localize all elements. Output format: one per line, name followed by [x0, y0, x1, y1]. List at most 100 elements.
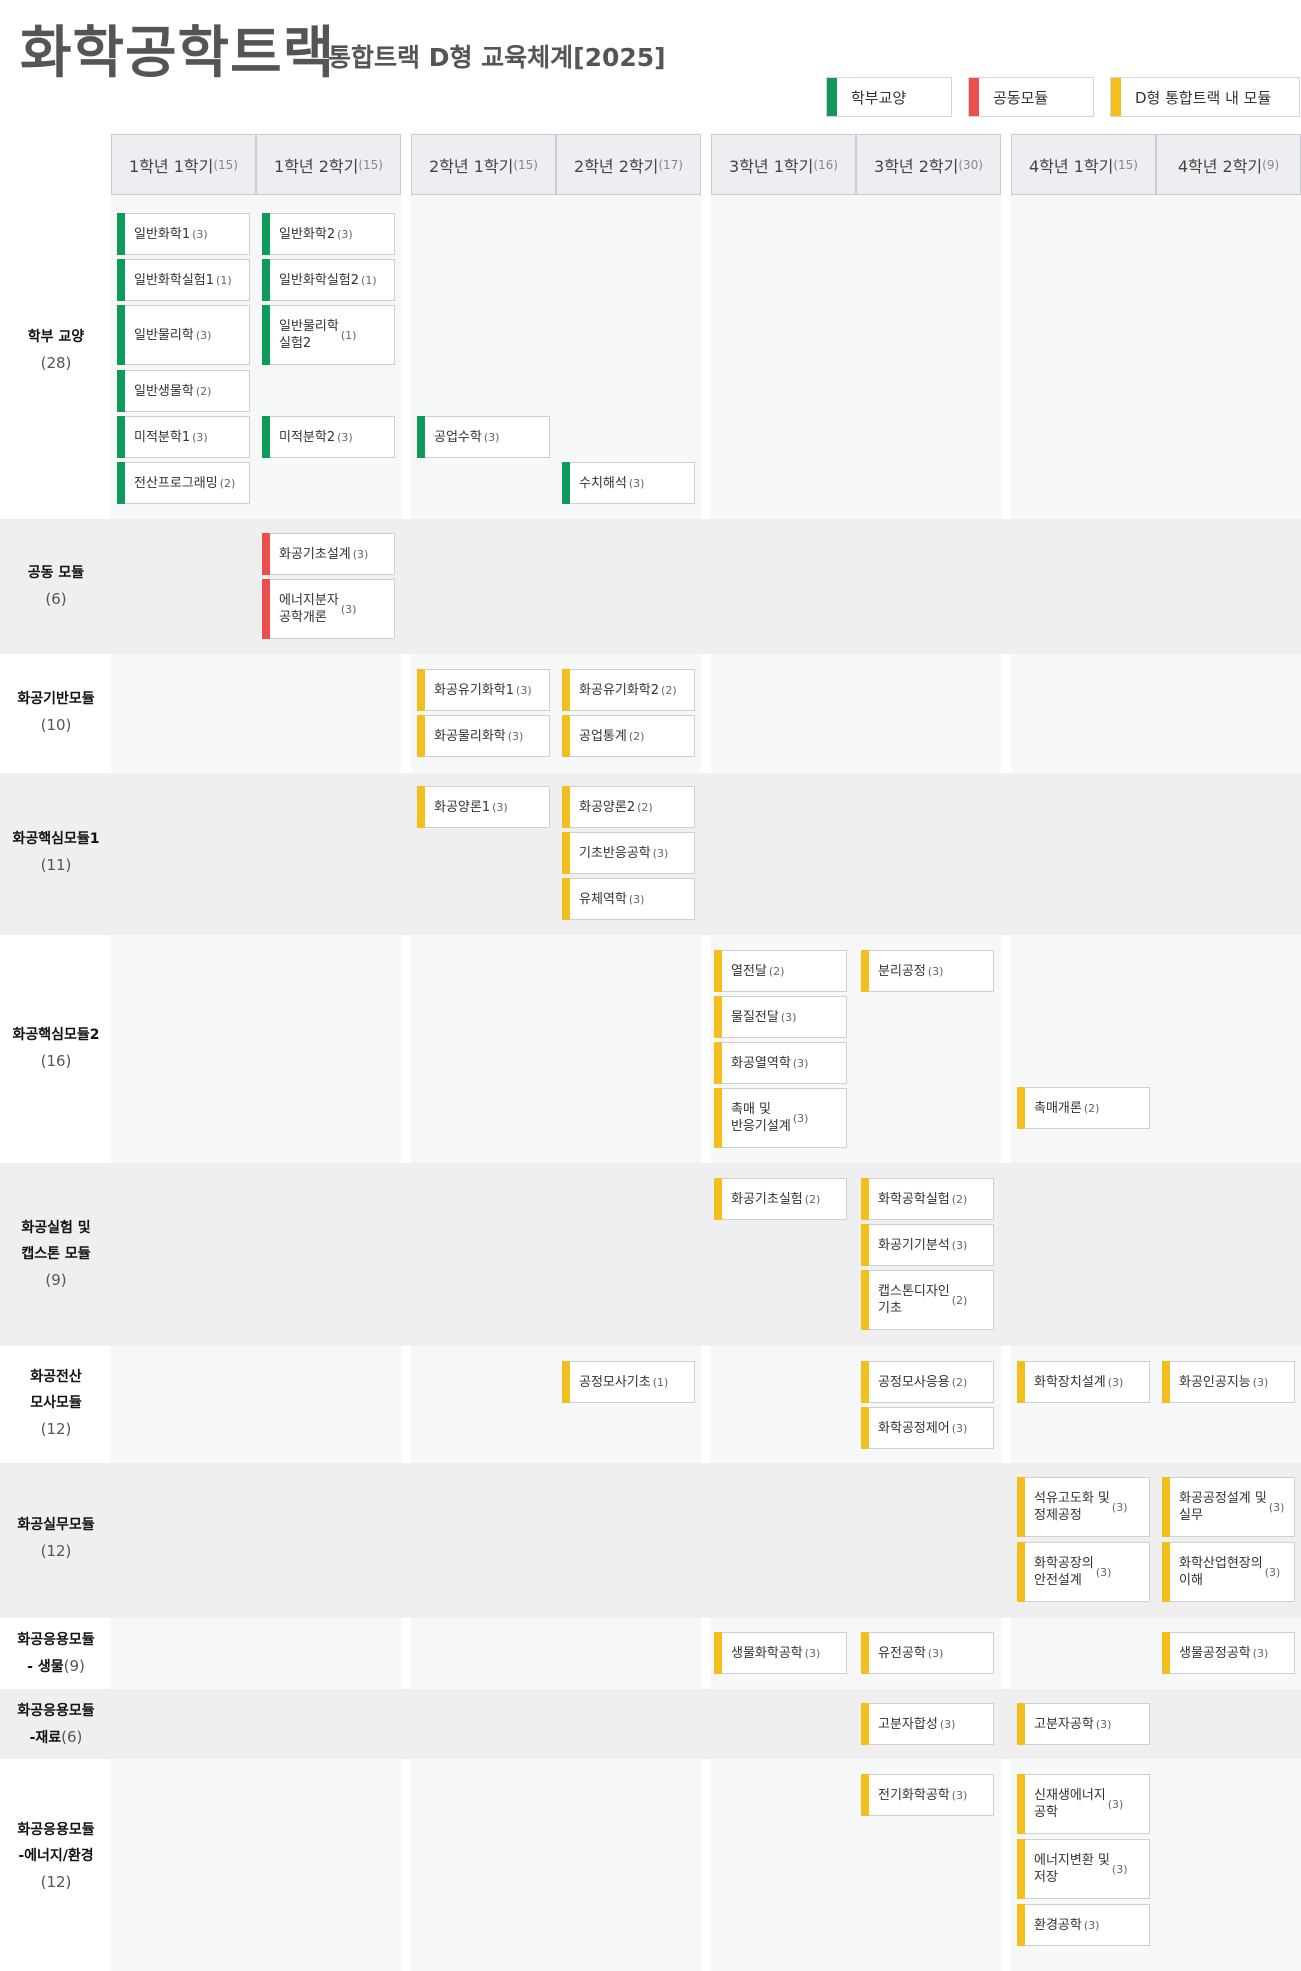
- semester-label: 1학년 2학기: [274, 156, 359, 176]
- course-name: 유전공학: [878, 1645, 926, 1661]
- course-name: 에너지분자 공학개론: [279, 593, 339, 625]
- course-card[interactable]: 전산프로그래밍 (2): [117, 462, 250, 504]
- course-credit: (3): [927, 1646, 944, 1660]
- course-card[interactable]: 화공기초실험 (2): [714, 1178, 847, 1220]
- course-card[interactable]: 공업수학 (3): [417, 416, 550, 458]
- course-card[interactable]: 미적분학1 (3): [117, 416, 250, 458]
- semester-credits: (30): [958, 157, 983, 172]
- course-card[interactable]: 일반화학2 (3): [262, 213, 395, 255]
- course-card[interactable]: 일반물리학 실험2 (1): [262, 305, 395, 365]
- course-card[interactable]: 석유고도화 및 정제공정 (3): [1017, 1477, 1150, 1537]
- course-card[interactable]: 공정모사응용 (2): [861, 1361, 994, 1403]
- course-card[interactable]: 기초반응공학 (3): [562, 832, 695, 874]
- legend-common-module: 공동모듈: [968, 77, 1094, 117]
- course-card[interactable]: 촉매 및 반응기설계 (3): [714, 1088, 847, 1148]
- course-card[interactable]: 미적분학2 (3): [262, 416, 395, 458]
- course-name: 열전달: [731, 963, 767, 979]
- course-color-bar: [117, 259, 125, 301]
- course-card[interactable]: 전기화학공학 (3): [861, 1774, 994, 1816]
- course-credit: (3): [195, 328, 212, 342]
- course-credit: (1): [361, 273, 377, 287]
- course-credit: (3): [507, 729, 524, 743]
- course-card[interactable]: 유전공학 (3): [861, 1632, 994, 1674]
- legend-track-module: D형 통합트랙 내 모듈: [1110, 77, 1300, 117]
- course-card[interactable]: 일반물리학 (3): [117, 305, 250, 365]
- course-card[interactable]: 화공유기화학2 (2): [562, 669, 695, 711]
- course-card[interactable]: 에너지분자 공학개론 (3): [262, 579, 395, 639]
- course-name: 화공기초설계: [279, 546, 351, 562]
- course-card[interactable]: 유체역학 (3): [562, 878, 695, 920]
- course-credit: (2): [628, 729, 645, 743]
- course-card[interactable]: 분리공정 (3): [861, 950, 994, 992]
- legend-label: 학부교양: [851, 88, 907, 107]
- course-card[interactable]: 공정모사기초 (1): [562, 1361, 695, 1403]
- semester-header-4-1: 4학년 1학기 (15): [1011, 134, 1156, 195]
- course-card[interactable]: 일반화학실험2 (1): [262, 259, 395, 301]
- course-color-bar: [562, 878, 570, 920]
- course-card[interactable]: 일반생물학 (2): [117, 370, 250, 412]
- course-card[interactable]: 수치해석 (3): [562, 462, 695, 504]
- course-card[interactable]: 화학공학실험 (2): [861, 1178, 994, 1220]
- course-card[interactable]: 화공인공지능 (3): [1162, 1361, 1295, 1403]
- course-card[interactable]: 환경공학 (3): [1017, 1904, 1150, 1946]
- course-name: 분리공정: [878, 963, 926, 979]
- course-color-bar: [1017, 1087, 1025, 1129]
- course-credit: (1): [340, 328, 357, 342]
- course-card[interactable]: 일반화학실험1 (1): [117, 259, 250, 301]
- course-card[interactable]: 물질전달 (3): [714, 996, 847, 1038]
- course-card[interactable]: 화학산업현장의 이해 (3): [1162, 1542, 1295, 1602]
- course-card[interactable]: 화공양론1 (3): [417, 786, 550, 828]
- row-name: 화공전산 모사모듈: [30, 1369, 82, 1411]
- legend-color-swatch: [969, 78, 979, 116]
- course-card[interactable]: 화공기기분석 (3): [861, 1224, 994, 1266]
- course-card[interactable]: 신재생에너지 공학 (3): [1017, 1774, 1150, 1834]
- course-card[interactable]: 화학장치설계 (3): [1017, 1361, 1150, 1403]
- course-card[interactable]: 화공기초설계 (3): [262, 533, 395, 575]
- course-card[interactable]: 열전달 (2): [714, 950, 847, 992]
- semester-label: 4학년 1학기: [1029, 156, 1114, 176]
- course-credit: (1): [652, 1375, 669, 1389]
- row-credit: (28): [40, 354, 72, 372]
- course-credit: (3): [628, 476, 645, 490]
- semester-label: 1학년 1학기: [129, 156, 214, 176]
- course-card[interactable]: 화공열역학 (3): [714, 1042, 847, 1084]
- course-card[interactable]: 화공공정설계 및 실무 (3): [1162, 1477, 1295, 1537]
- course-card[interactable]: 화공물리화학 (3): [417, 715, 550, 757]
- course-card[interactable]: 캡스톤디자인 기초 (2): [861, 1270, 994, 1330]
- course-name: 일반물리학 실험2: [279, 319, 339, 351]
- row-name: 화공핵심모듈1: [12, 831, 100, 847]
- course-card[interactable]: 일반화학1 (3): [117, 213, 250, 255]
- row-label-simulation-module: 화공전산 모사모듈 (12): [0, 1364, 112, 1442]
- course-credit: (3): [1095, 1565, 1112, 1579]
- course-color-bar: [861, 1361, 869, 1403]
- course-name: 화공양론1: [434, 799, 491, 815]
- course-card[interactable]: 화학공정제어 (3): [861, 1407, 994, 1449]
- course-credit: (3): [1083, 1918, 1100, 1932]
- course-card[interactable]: 고분자합성 (3): [861, 1703, 994, 1745]
- course-card[interactable]: 생물화학공학 (3): [714, 1632, 847, 1674]
- course-color-bar: [417, 669, 425, 711]
- course-color-bar: [262, 305, 270, 365]
- row-name: 화공응용모듈 -에너지/환경: [17, 1822, 95, 1864]
- legend-color-swatch: [827, 78, 837, 116]
- course-credit: (2): [637, 800, 653, 814]
- course-card[interactable]: 고분자공학 (3): [1017, 1703, 1150, 1745]
- course-card[interactable]: 생물공정공학 (3): [1162, 1632, 1295, 1674]
- course-credit: (3): [340, 602, 357, 616]
- legend-general-education: 학부교양: [826, 77, 952, 117]
- course-color-bar: [1017, 1703, 1025, 1745]
- course-card[interactable]: 화공유기화학1 (3): [417, 669, 550, 711]
- course-card[interactable]: 촉매개론 (2): [1017, 1087, 1150, 1129]
- course-card[interactable]: 공업통계 (2): [562, 715, 695, 757]
- course-card[interactable]: 에너지변환 및 저장 (3): [1017, 1839, 1150, 1899]
- course-name: 화학공학실험: [878, 1191, 950, 1207]
- course-card[interactable]: 화공양론2 (2): [562, 786, 695, 828]
- course-color-bar: [1017, 1477, 1025, 1537]
- course-color-bar: [1017, 1361, 1025, 1403]
- row-label-practice-module: 화공실무모듈 (12): [0, 1512, 112, 1564]
- course-card[interactable]: 화학공장의 안전설계 (3): [1017, 1542, 1150, 1602]
- row-credit: (6): [45, 590, 67, 608]
- course-color-bar: [714, 1632, 722, 1674]
- course-credit: (3): [192, 430, 208, 444]
- row-label-lab-capstone-module: 화공실험 및 캡스톤 모듈 (9): [0, 1215, 112, 1293]
